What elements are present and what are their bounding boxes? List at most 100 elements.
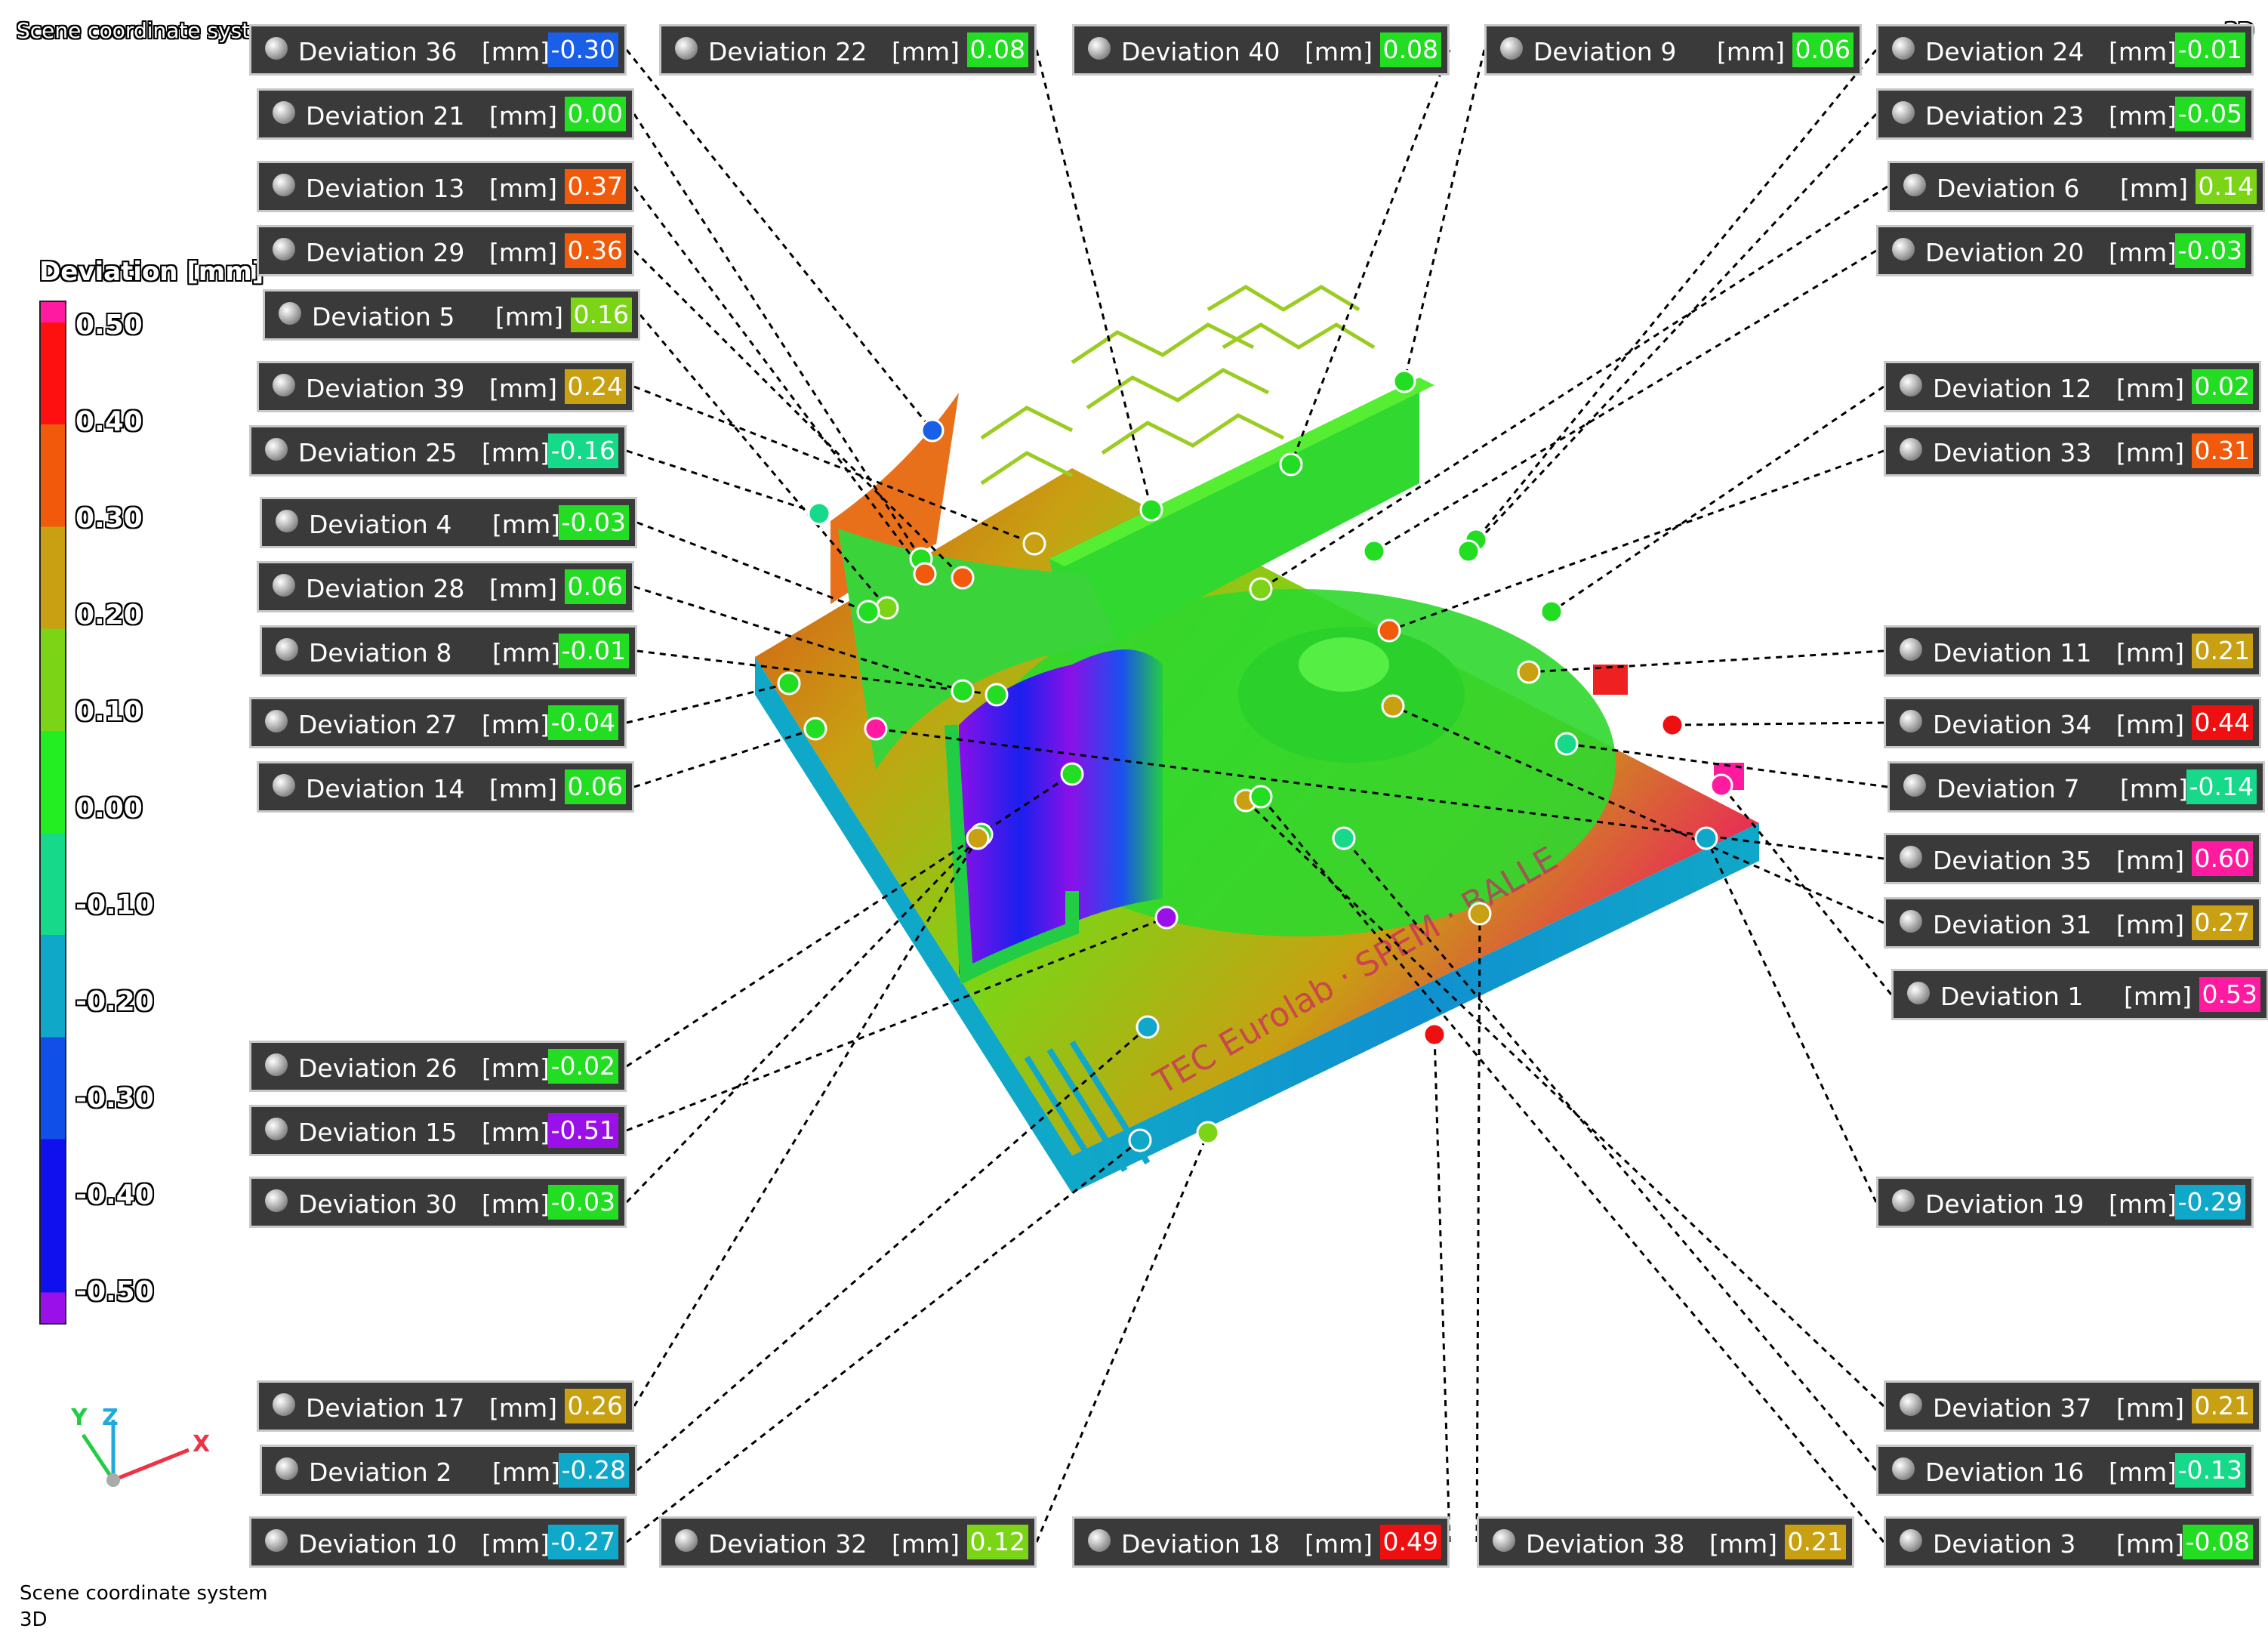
deviation-label-unit: [mm] — [1709, 1529, 1778, 1559]
deviation-label-unit: [mm] — [482, 1118, 550, 1147]
deviation-label-unit: [mm] — [2109, 1189, 2177, 1219]
deviation-label[interactable]: Deviation 6 [mm] 0.14 — [1887, 161, 2265, 212]
deviation-label[interactable]: Deviation 26 [mm] -0.02 — [249, 1041, 627, 1092]
legend-tick: 0.10 — [75, 696, 143, 727]
legend-tick: 0.40 — [75, 406, 143, 437]
deviation-label-value: 0.16 — [570, 298, 632, 332]
deviation-label[interactable]: Deviation 25 [mm] -0.16 — [249, 425, 627, 477]
leader-line — [633, 249, 964, 579]
deviation-label[interactable]: Deviation 3 [mm] -0.08 — [1884, 1516, 2261, 1568]
deviation-label[interactable]: Deviation 9 [mm] 0.06 — [1484, 24, 1862, 76]
deviation-label-unit: [mm] — [1305, 37, 1373, 66]
deviation-label[interactable]: Deviation 36 [mm] -0.30 — [249, 24, 627, 76]
leader-line — [633, 385, 1035, 545]
probe-sphere-icon — [279, 302, 301, 325]
leader-line — [1290, 49, 1451, 465]
probe-sphere-icon — [273, 574, 295, 597]
deviation-label[interactable]: Deviation 24 [mm] -0.01 — [1876, 24, 2254, 76]
probe-sphere-icon — [1892, 101, 1915, 124]
deviation-label-unit: [mm] — [2109, 238, 2177, 267]
leader-line — [1528, 649, 1884, 674]
deviation-label[interactable]: Deviation 7 [mm] -0.14 — [1887, 761, 2265, 813]
deviation-label[interactable]: Deviation 20 [mm] -0.03 — [1876, 225, 2254, 276]
deviation-label[interactable]: Deviation 12 [mm] 0.02 — [1884, 361, 2261, 412]
leader-line — [1566, 742, 1888, 788]
deviation-label[interactable]: Deviation 39 [mm] 0.24 — [257, 361, 634, 412]
deviation-label[interactable]: Deviation 32 [mm] 0.12 — [659, 1516, 1037, 1568]
leader-line — [1475, 49, 1878, 541]
deviation-label[interactable]: Deviation 38 [mm] 0.21 — [1477, 1516, 1854, 1568]
probe-balls — [777, 369, 1733, 1152]
deviation-label[interactable]: Deviation 17 [mm] 0.26 — [257, 1380, 634, 1432]
deviation-label-name: Deviation 24 — [1925, 37, 2085, 66]
deviation-label[interactable]: Deviation 16 [mm] -0.13 — [1876, 1445, 2254, 1496]
leader-line — [1551, 385, 1884, 613]
probe-sphere-icon — [273, 174, 295, 196]
leader-line — [633, 727, 816, 788]
deviation-label[interactable]: Deviation 18 [mm] 0.49 — [1072, 1516, 1450, 1568]
deviation-label[interactable]: Deviation 15 [mm] -0.51 — [249, 1105, 627, 1156]
deviation-label-name: Deviation 34 — [1933, 710, 2092, 739]
leader-line — [1475, 913, 1481, 1543]
deviation-label-value: 0.21 — [2191, 1389, 2253, 1423]
probe-point — [1139, 498, 1163, 522]
leader-line — [1388, 449, 1884, 632]
deviation-label[interactable]: Deviation 13 [mm] 0.37 — [257, 161, 634, 212]
probe-sphere-icon — [273, 374, 295, 396]
leader-line — [625, 49, 934, 431]
axis-triad-icon[interactable] — [60, 1405, 211, 1510]
deviation-label[interactable]: Deviation 31 [mm] 0.27 — [1884, 897, 2261, 948]
leader-line — [1373, 249, 1877, 553]
leader-line — [1720, 785, 1893, 995]
deviation-label-unit: [mm] — [482, 1529, 550, 1559]
leader-line — [633, 837, 979, 1407]
deviation-label[interactable]: Deviation 27 [mm] -0.04 — [249, 697, 627, 748]
deviation-label[interactable]: Deviation 40 [mm] 0.08 — [1072, 24, 1450, 76]
deviation-label-unit: [mm] — [2120, 774, 2189, 803]
probe-sphere-icon — [1892, 1189, 1915, 1212]
leader-line — [633, 585, 963, 692]
deviation-label[interactable]: Deviation 23 [mm] -0.05 — [1876, 88, 2254, 140]
deviation-label-unit: [mm] — [2116, 710, 2185, 739]
deviation-label[interactable]: Deviation 2 [mm] -0.28 — [260, 1445, 637, 1496]
leader-line — [636, 521, 869, 613]
back-wall — [1049, 378, 1419, 665]
deviation-label[interactable]: Deviation 21 [mm] 0.00 — [257, 88, 634, 140]
deviation-label-unit: [mm] — [489, 101, 558, 131]
deviation-label[interactable]: Deviation 35 [mm] 0.60 — [1884, 833, 2261, 884]
legend-tick: -0.40 — [75, 1180, 154, 1211]
deviation-label[interactable]: Deviation 10 [mm] -0.27 — [249, 1516, 627, 1568]
deviation-label[interactable]: Deviation 11 [mm] 0.21 — [1884, 625, 2261, 677]
deviation-label[interactable]: Deviation 8 [mm] -0.01 — [260, 625, 637, 677]
legend-tick: -0.20 — [75, 986, 154, 1017]
deviation-label[interactable]: Deviation 28 [mm] 0.06 — [257, 561, 634, 612]
probe-sphere-icon — [1900, 1529, 1922, 1552]
deviation-label[interactable]: Deviation 5 [mm] 0.16 — [263, 289, 640, 341]
probe-point — [1128, 1128, 1152, 1152]
deviation-label-value: -0.05 — [2174, 97, 2245, 131]
deviation-label[interactable]: Deviation 37 [mm] 0.21 — [1884, 1380, 2261, 1432]
probe-sphere-icon — [273, 774, 295, 797]
leader-lines — [625, 49, 1893, 1544]
leader-line — [626, 682, 790, 724]
deviation-label[interactable]: Deviation 34 [mm] 0.44 — [1884, 697, 2261, 748]
probe-sphere-icon — [1903, 774, 1926, 797]
deviation-label[interactable]: Deviation 1 [mm] 0.53 — [1891, 969, 2268, 1020]
legend-tick: 0.30 — [75, 503, 143, 534]
probe-sphere-icon — [1907, 982, 1930, 1004]
deviation-label[interactable]: Deviation 19 [mm] -0.29 — [1876, 1177, 2254, 1228]
deviation-label[interactable]: Deviation 33 [mm] 0.31 — [1884, 425, 2261, 477]
deviation-label-name: Deviation 5 — [312, 302, 455, 332]
deviation-label[interactable]: Deviation 4 [mm] -0.03 — [260, 497, 637, 548]
deviation-label-name: Deviation 28 — [306, 574, 465, 603]
probe-sphere-icon — [1900, 910, 1922, 933]
probe-point — [1392, 369, 1416, 393]
deviation-label[interactable]: Deviation 14 [mm] 0.06 — [257, 761, 634, 813]
deviation-label[interactable]: Deviation 30 [mm] -0.03 — [249, 1177, 627, 1228]
probe-sphere-icon — [265, 1529, 288, 1552]
deviation-label[interactable]: Deviation 29 [mm] 0.36 — [257, 225, 634, 276]
probe-point — [1456, 539, 1481, 563]
deviation-label[interactable]: Deviation 22 [mm] 0.08 — [659, 24, 1037, 76]
